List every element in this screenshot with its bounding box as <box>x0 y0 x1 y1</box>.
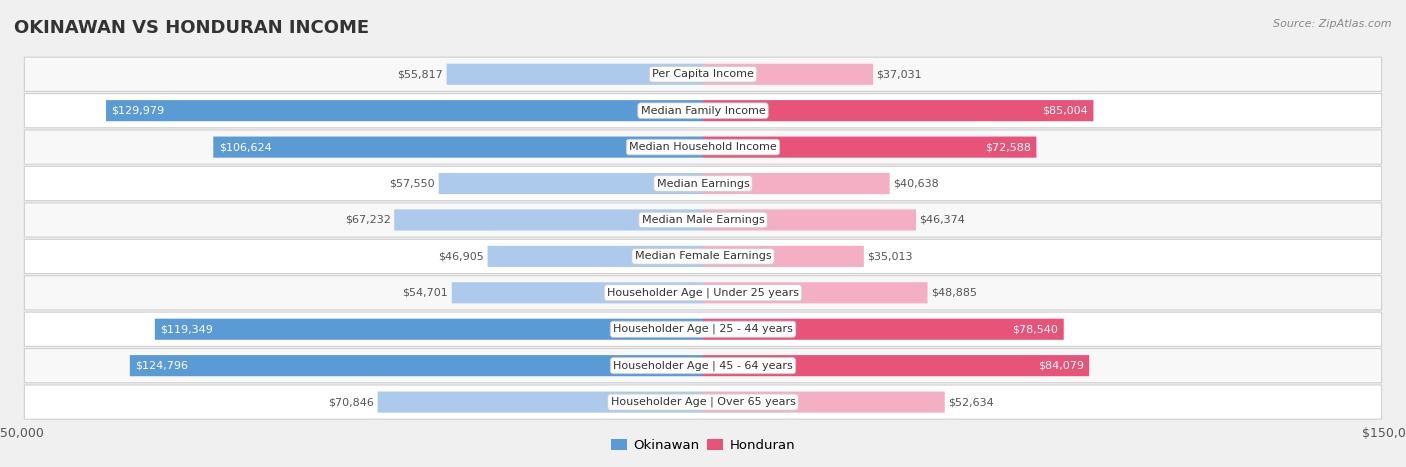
Text: $70,846: $70,846 <box>328 397 374 407</box>
Text: $37,031: $37,031 <box>876 69 922 79</box>
FancyBboxPatch shape <box>703 246 863 267</box>
FancyBboxPatch shape <box>155 318 703 340</box>
Text: $40,638: $40,638 <box>893 178 939 189</box>
Text: Source: ZipAtlas.com: Source: ZipAtlas.com <box>1274 19 1392 28</box>
Text: Median Family Income: Median Family Income <box>641 106 765 116</box>
FancyBboxPatch shape <box>24 203 1382 237</box>
FancyBboxPatch shape <box>394 209 703 231</box>
Text: $57,550: $57,550 <box>389 178 436 189</box>
FancyBboxPatch shape <box>105 100 703 121</box>
FancyBboxPatch shape <box>129 355 703 376</box>
Text: OKINAWAN VS HONDURAN INCOME: OKINAWAN VS HONDURAN INCOME <box>14 19 370 37</box>
Text: Median Male Earnings: Median Male Earnings <box>641 215 765 225</box>
Text: Householder Age | 45 - 64 years: Householder Age | 45 - 64 years <box>613 361 793 371</box>
FancyBboxPatch shape <box>378 391 703 413</box>
Text: $119,349: $119,349 <box>160 324 214 334</box>
FancyBboxPatch shape <box>24 276 1382 310</box>
Text: Median Female Earnings: Median Female Earnings <box>634 251 772 262</box>
FancyBboxPatch shape <box>488 246 703 267</box>
FancyBboxPatch shape <box>703 282 928 304</box>
Text: Householder Age | Over 65 years: Householder Age | Over 65 years <box>610 397 796 407</box>
Text: $85,004: $85,004 <box>1042 106 1088 116</box>
Text: Householder Age | 25 - 44 years: Householder Age | 25 - 44 years <box>613 324 793 334</box>
Text: $55,817: $55,817 <box>398 69 443 79</box>
FancyBboxPatch shape <box>703 173 890 194</box>
Text: Householder Age | Under 25 years: Householder Age | Under 25 years <box>607 288 799 298</box>
FancyBboxPatch shape <box>703 318 1064 340</box>
FancyBboxPatch shape <box>703 100 1094 121</box>
FancyBboxPatch shape <box>703 209 915 231</box>
Text: $129,979: $129,979 <box>111 106 165 116</box>
FancyBboxPatch shape <box>24 93 1382 128</box>
Text: $72,588: $72,588 <box>984 142 1031 152</box>
Text: Median Earnings: Median Earnings <box>657 178 749 189</box>
FancyBboxPatch shape <box>703 355 1090 376</box>
FancyBboxPatch shape <box>703 64 873 85</box>
Text: Median Household Income: Median Household Income <box>628 142 778 152</box>
Text: $54,701: $54,701 <box>402 288 449 298</box>
Legend: Okinawan, Honduran: Okinawan, Honduran <box>606 434 800 457</box>
FancyBboxPatch shape <box>24 130 1382 164</box>
FancyBboxPatch shape <box>24 348 1382 383</box>
Text: $52,634: $52,634 <box>948 397 994 407</box>
Text: $124,796: $124,796 <box>135 361 188 371</box>
Text: $46,374: $46,374 <box>920 215 966 225</box>
Text: $84,079: $84,079 <box>1038 361 1084 371</box>
FancyBboxPatch shape <box>703 391 945 413</box>
Text: $48,885: $48,885 <box>931 288 977 298</box>
FancyBboxPatch shape <box>24 166 1382 201</box>
Text: $67,232: $67,232 <box>344 215 391 225</box>
Text: $78,540: $78,540 <box>1012 324 1059 334</box>
Text: Per Capita Income: Per Capita Income <box>652 69 754 79</box>
FancyBboxPatch shape <box>447 64 703 85</box>
FancyBboxPatch shape <box>24 312 1382 347</box>
Text: $46,905: $46,905 <box>439 251 484 262</box>
FancyBboxPatch shape <box>24 57 1382 92</box>
FancyBboxPatch shape <box>24 385 1382 419</box>
FancyBboxPatch shape <box>24 239 1382 274</box>
FancyBboxPatch shape <box>451 282 703 304</box>
Text: $106,624: $106,624 <box>219 142 271 152</box>
FancyBboxPatch shape <box>439 173 703 194</box>
Text: $35,013: $35,013 <box>868 251 912 262</box>
FancyBboxPatch shape <box>214 136 703 158</box>
FancyBboxPatch shape <box>703 136 1036 158</box>
